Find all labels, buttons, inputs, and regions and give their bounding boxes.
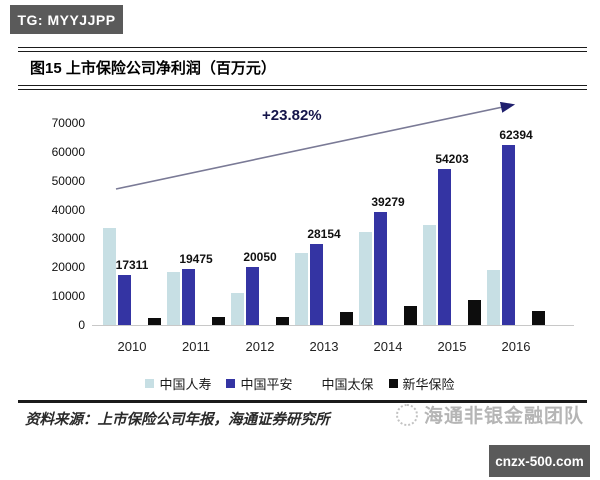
legend-swatch-中国太保: [307, 379, 317, 388]
bar-中国人寿-2015: [423, 225, 436, 325]
watermark-logo-icon: [396, 403, 418, 426]
bar-中国平安-2012: [246, 267, 259, 325]
bar-中国人寿-2013: [295, 253, 308, 325]
bar-value-label-2014: 39279: [371, 195, 405, 209]
bar-新华保险-2016: [532, 311, 545, 325]
y-tick-70000: 70000: [51, 116, 85, 130]
bar-中国平安-2011: [182, 269, 195, 325]
legend-item-新华保险: 新华保险: [388, 374, 455, 393]
y-tick-60000: 60000: [51, 145, 85, 159]
bar-group-2012: [231, 123, 289, 325]
figure-title-rule: [18, 85, 587, 90]
bar-中国人寿-2010: [103, 228, 116, 325]
x-tick-2011: 2011: [182, 339, 210, 354]
bar-中国平安-2016: [502, 145, 515, 325]
legend-label-新华保险: 新华保险: [402, 377, 455, 392]
watermark: 海通非银金融团队: [396, 401, 584, 428]
site-badge: cnzx-500.com: [489, 445, 590, 477]
channel-badge: TG: MYYJJPP: [10, 5, 123, 34]
legend-swatch-新华保险: [388, 379, 398, 388]
bar-group-2013: [295, 123, 353, 325]
bar-value-label-2013: 28154: [307, 227, 341, 241]
y-tick-50000: 50000: [51, 174, 85, 188]
figure-bottom-rule: [18, 400, 587, 403]
legend-swatch-中国人寿: [145, 379, 155, 388]
bar-中国人寿-2016: [487, 270, 500, 325]
y-axis-ticks: 0 10000 20000 30000 40000 50000 60000 70000: [30, 116, 85, 335]
bar-新华保险-2010: [148, 318, 161, 325]
bar-group-2015: [423, 123, 481, 325]
y-tick-30000: 30000: [51, 231, 85, 245]
legend-item-中国人寿: 中国人寿: [145, 374, 211, 393]
bar-中国平安-2015: [438, 169, 451, 325]
legend-label-中国人寿: 中国人寿: [159, 377, 212, 392]
bar-中国人寿-2012: [231, 293, 244, 325]
legend-label-中国平安: 中国平安: [240, 377, 293, 392]
y-tick-10000: 10000: [51, 289, 85, 303]
bar-value-label-2010: 17311: [115, 258, 149, 272]
bar-group-2016: [487, 123, 545, 325]
trend-arrow-line: [115, 101, 516, 190]
bar-新华保险-2013: [340, 312, 353, 325]
legend-label-中国太保: 中国太保: [321, 377, 374, 392]
bar-value-label-2011: 19475: [179, 252, 213, 266]
bar-新华保险-2014: [404, 306, 417, 325]
bar-中国平安-2010: [118, 275, 131, 325]
channel-badge-text: TG: MYYJJPP: [17, 11, 116, 28]
legend-item-中国太保: 中国太保: [307, 374, 374, 393]
x-tick-2010: 2010: [117, 339, 147, 354]
bar-中国人寿-2014: [359, 232, 372, 325]
y-tick-40000: 40000: [51, 203, 85, 217]
bar-新华保险-2012: [276, 317, 289, 325]
figure-title: 图15 上市保险公司净利润（百万元）: [30, 60, 276, 77]
watermark-text: 海通非银金融团队: [424, 406, 585, 427]
site-badge-text: cnzx-500.com: [495, 453, 584, 469]
bar-value-label-2015: 54203: [435, 152, 469, 166]
source-note: 资料来源：上市保险公司年报，海通证券研究所: [25, 412, 330, 428]
x-tick-2015: 2015: [437, 339, 467, 354]
bar-新华保险-2011: [212, 317, 225, 325]
bar-group-2011: [167, 123, 225, 325]
x-tick-2013: 2013: [309, 339, 339, 354]
bar-group-2010: [103, 123, 161, 325]
bar-中国平安-2014: [374, 212, 387, 325]
legend-item-中国平安: 中国平安: [226, 374, 293, 393]
bar-中国平安-2013: [310, 244, 323, 325]
x-tick-2016: 2016: [501, 339, 531, 354]
figure-top-rule: [18, 47, 587, 52]
plot-area: 17311 19475 20050 28154 39279 54203 62394: [92, 123, 574, 325]
bar-新华保险-2015: [468, 300, 481, 325]
bar-group-2014: [359, 123, 417, 325]
x-axis-line: [92, 325, 574, 326]
x-tick-2014: 2014: [373, 339, 403, 354]
legend: 中国人寿 中国平安 中国太保 新华保险: [0, 374, 600, 393]
bar-中国人寿-2011: [167, 272, 180, 325]
y-tick-0: 0: [78, 318, 85, 332]
y-tick-20000: 20000: [51, 260, 85, 274]
legend-swatch-中国平安: [226, 379, 236, 388]
bar-value-label-2012: 20050: [243, 250, 277, 264]
trend-arrow: [115, 101, 516, 190]
bar-value-label-2016: 62394: [499, 128, 533, 142]
trend-annotation: +23.82%: [262, 107, 322, 124]
x-tick-2012: 2012: [245, 339, 275, 354]
